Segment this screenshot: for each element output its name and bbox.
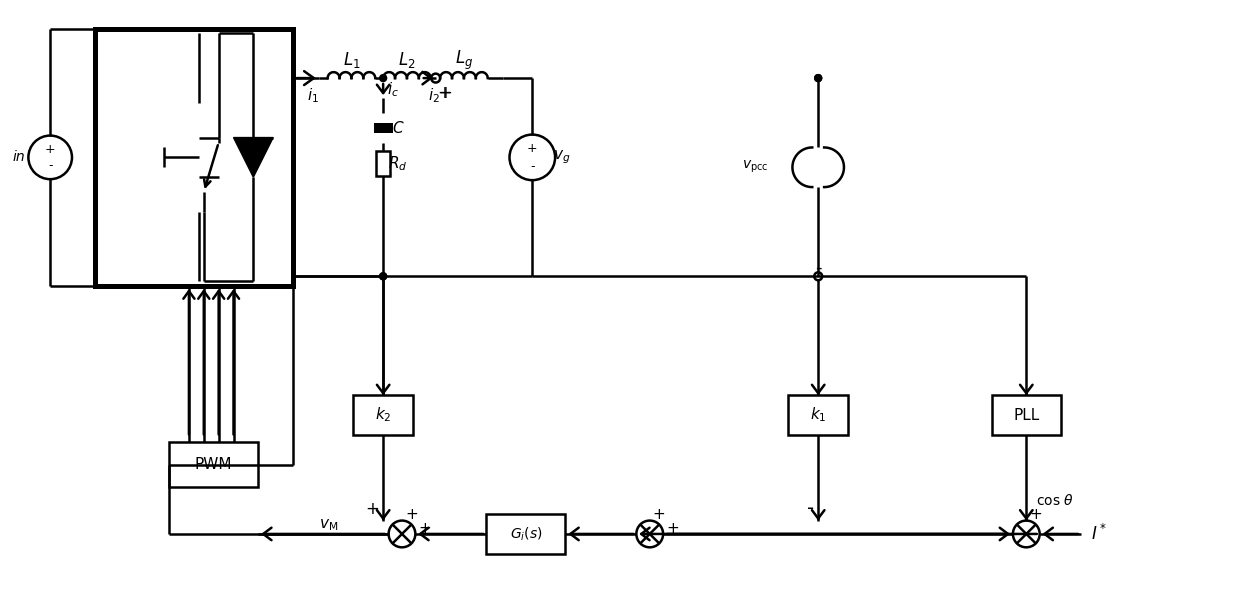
Polygon shape — [233, 137, 273, 177]
Bar — [376, 151, 391, 176]
Text: in: in — [12, 150, 25, 164]
Text: $v_g$: $v_g$ — [553, 148, 570, 166]
Text: PLL: PLL — [1013, 408, 1039, 423]
Text: +: + — [438, 84, 451, 102]
Text: +: + — [527, 142, 538, 155]
Text: $L_1$: $L_1$ — [342, 51, 361, 70]
Text: $k_1$: $k_1$ — [810, 406, 827, 424]
Text: $I^*$: $I^*$ — [1091, 524, 1106, 544]
Text: +: + — [1029, 507, 1042, 522]
Circle shape — [379, 75, 387, 81]
Text: $v_\mathrm{pcc}$: $v_\mathrm{pcc}$ — [743, 159, 769, 176]
Bar — [353, 395, 413, 435]
Text: +: + — [439, 84, 453, 102]
Text: $G_i(s)$: $G_i(s)$ — [510, 525, 542, 543]
Text: +: + — [418, 522, 432, 537]
Text: $R_d$: $R_d$ — [388, 154, 408, 172]
Circle shape — [815, 75, 822, 81]
Text: -: - — [815, 258, 821, 277]
Bar — [94, 28, 293, 286]
Text: cos $\theta$: cos $\theta$ — [1037, 493, 1074, 508]
Text: -: - — [529, 160, 534, 173]
Text: +: + — [666, 522, 678, 537]
Text: -: - — [807, 499, 815, 518]
Circle shape — [432, 74, 440, 83]
Text: +: + — [405, 507, 418, 522]
Text: PWM: PWM — [195, 457, 232, 472]
Bar — [789, 395, 848, 435]
Text: $k_2$: $k_2$ — [374, 406, 392, 424]
Text: $L_2$: $L_2$ — [398, 51, 415, 70]
Bar — [169, 442, 258, 487]
Text: $i_1$: $i_1$ — [306, 87, 319, 105]
Text: $L_g$: $L_g$ — [455, 49, 472, 72]
Bar — [992, 395, 1061, 435]
Circle shape — [379, 273, 387, 280]
Circle shape — [379, 273, 387, 280]
Circle shape — [815, 272, 822, 280]
Text: $i_2$: $i_2$ — [428, 87, 440, 105]
Text: $i_c$: $i_c$ — [387, 81, 399, 99]
Text: $C$: $C$ — [392, 120, 404, 136]
Bar — [486, 514, 565, 554]
Text: -: - — [48, 159, 52, 172]
Text: +: + — [652, 507, 666, 522]
Text: $v_\mathrm{M}$: $v_\mathrm{M}$ — [319, 517, 339, 533]
Circle shape — [815, 75, 822, 81]
Text: +: + — [366, 500, 379, 517]
Text: +: + — [45, 143, 56, 156]
